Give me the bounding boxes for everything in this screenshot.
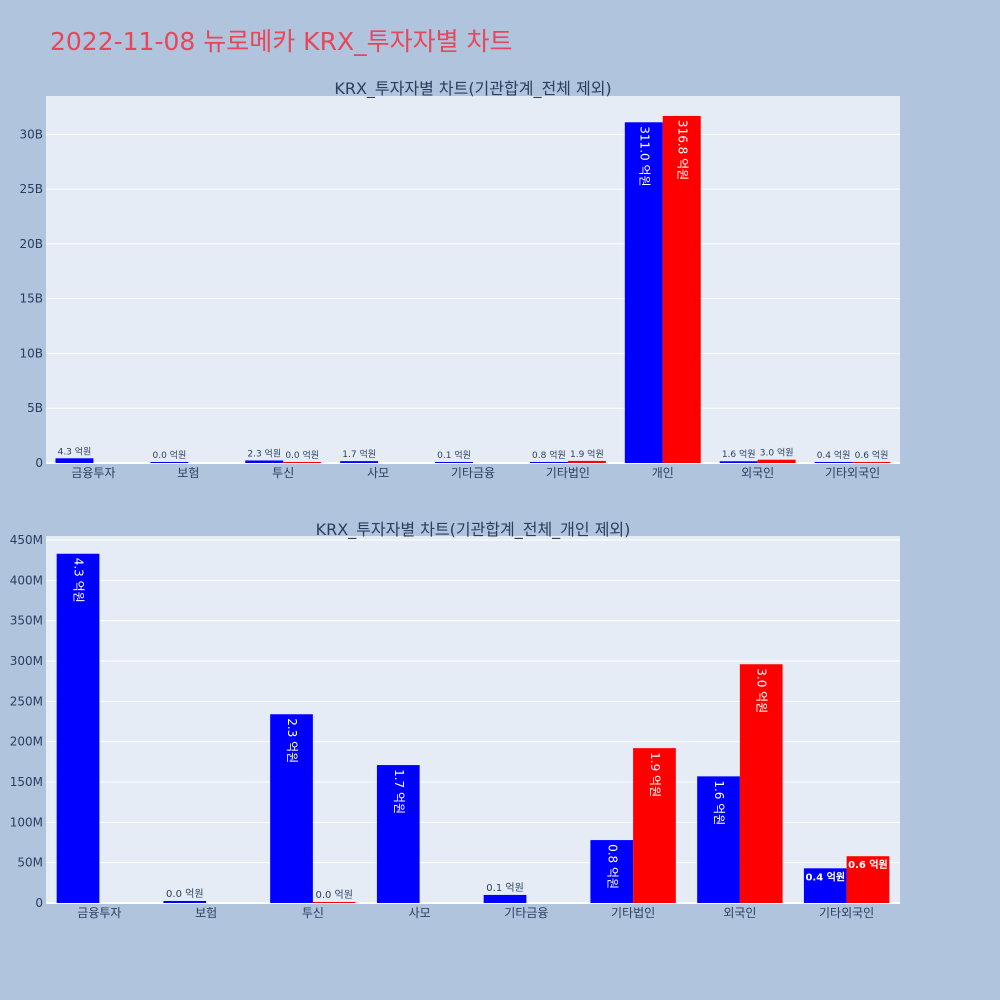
page-title: 2022-11-08 뉴로메카 KRX_투자자별 차트 [50,27,513,56]
y-tick-label: 400M [10,573,43,587]
y-tick-label: 25B [19,182,43,196]
y-tick-label: 50M [17,856,43,870]
y-tick-label: 0 [35,896,43,910]
bar [283,462,322,463]
bar [55,458,94,463]
y-tick-label: 0 [35,456,43,470]
bar-value-label: 0.8 억원 [605,844,619,889]
chart-title: KRX_투자자별 차트(기관합계_전체_개인 제외) [316,520,631,540]
y-tick-label: 450M [10,533,43,547]
x-tick-label: 외국인 [741,466,774,480]
bar-value-label: 4.3 억원 [58,445,92,457]
x-tick-label: 투신 [272,466,294,480]
bar [719,461,758,463]
bar-value-label: 0.4 억원 [817,449,851,461]
bar-value-label: 1.6 억원 [712,780,726,825]
y-tick-label: 15B [19,292,43,306]
x-tick-label: 기타법인 [611,906,655,920]
bar [624,122,663,463]
y-tick-label: 100M [10,815,43,829]
x-tick-label: 개인 [652,466,674,480]
bar-value-label: 2.3 억원 [247,447,281,459]
bar-value-label: 0.6 억원 [855,449,889,461]
bar-value-label: 0.0 억원 [285,449,319,461]
bar [803,868,847,903]
x-tick-label: 기타법인 [546,466,590,480]
bar-value-label: 1.6 억원 [722,448,756,460]
bar-value-label: 0.0 억원 [315,889,352,901]
y-tick-label: 20B [19,237,43,251]
chart-title: KRX_투자자별 차트(기관합계_전체 제외) [334,79,611,99]
bar-value-label: 0.6 억원 [848,858,888,871]
bar [697,776,740,903]
bar [56,553,100,903]
y-tick-label: 5B [27,401,43,415]
chart-bottom: 0 50M 100M 150M 200M 250M 300M 350M 400M 450M KRX_… [10,520,900,920]
bar [340,461,379,463]
x-tick-label: 사모 [367,466,389,480]
y-tick-label: 250M [10,694,43,708]
bar [739,664,783,903]
bar [376,765,420,903]
bar-value-label: 0.4 억원 [805,870,845,883]
y-tick-label: 10B [19,346,43,360]
bar [163,900,207,903]
plot-area [46,96,900,463]
bar [312,902,356,903]
y-tick-label: 200M [10,735,43,749]
bar [662,115,701,463]
x-tick-label: 외국인 [723,906,756,920]
bar-value-label: 1.7 억원 [392,769,406,814]
bar [846,856,890,903]
x-tick-label: 금융투자 [77,906,121,920]
bar [757,459,796,463]
bar [245,460,284,463]
x-tick-label: 기타금융 [504,906,548,920]
bar-value-label: 1.7 억원 [342,448,376,460]
y-tick-label: 30B [19,127,43,141]
bar-value-label: 0.0 억원 [152,449,186,461]
bar-value-label: 3.0 억원 [755,668,769,713]
bar [852,462,891,463]
x-tick-label: 투신 [302,906,324,920]
bar-value-label: 0.1 억원 [486,882,523,894]
bar-value-label: 1.9 억원 [648,752,662,797]
x-tick-label: 기타외국인 [825,466,880,480]
bar-value-label: 311.0 억원 [637,126,651,186]
bar [435,462,473,463]
bar [150,462,189,463]
bar-value-label: 0.0 억원 [166,888,203,900]
bar [814,462,853,463]
x-tick-label: 보험 [177,466,199,480]
y-tick-label: 350M [10,614,43,628]
bar [590,840,634,903]
bar-value-label: 0.8 억원 [532,449,566,461]
bar-value-label: 1.9 억원 [570,448,604,460]
bar [567,460,606,463]
x-tick-label: 사모 [409,906,431,920]
bar [270,714,313,903]
bar [483,894,527,903]
bar [529,462,568,463]
y-tick-label: 300M [10,654,43,668]
x-tick-label: 기타외국인 [819,906,874,920]
x-tick-label: 보험 [195,906,217,920]
bar [633,748,676,903]
x-tick-label: 기타금융 [451,466,495,480]
chart-top: 0 5B 10B 15B 20B 25B 30B KRX_투자자별 차트(기관합계_전체 제외… [19,79,900,480]
bar-value-label: 3.0 억원 [760,447,794,459]
bar-value-label: 4.3 억원 [72,558,86,603]
bar-value-label: 0.1 억원 [437,449,471,461]
bar-value-label: 316.8 억원 [675,120,689,180]
x-tick-label: 금융투자 [71,466,115,480]
y-tick-label: 150M [10,775,43,789]
bar-value-label: 2.3 억원 [285,718,299,763]
